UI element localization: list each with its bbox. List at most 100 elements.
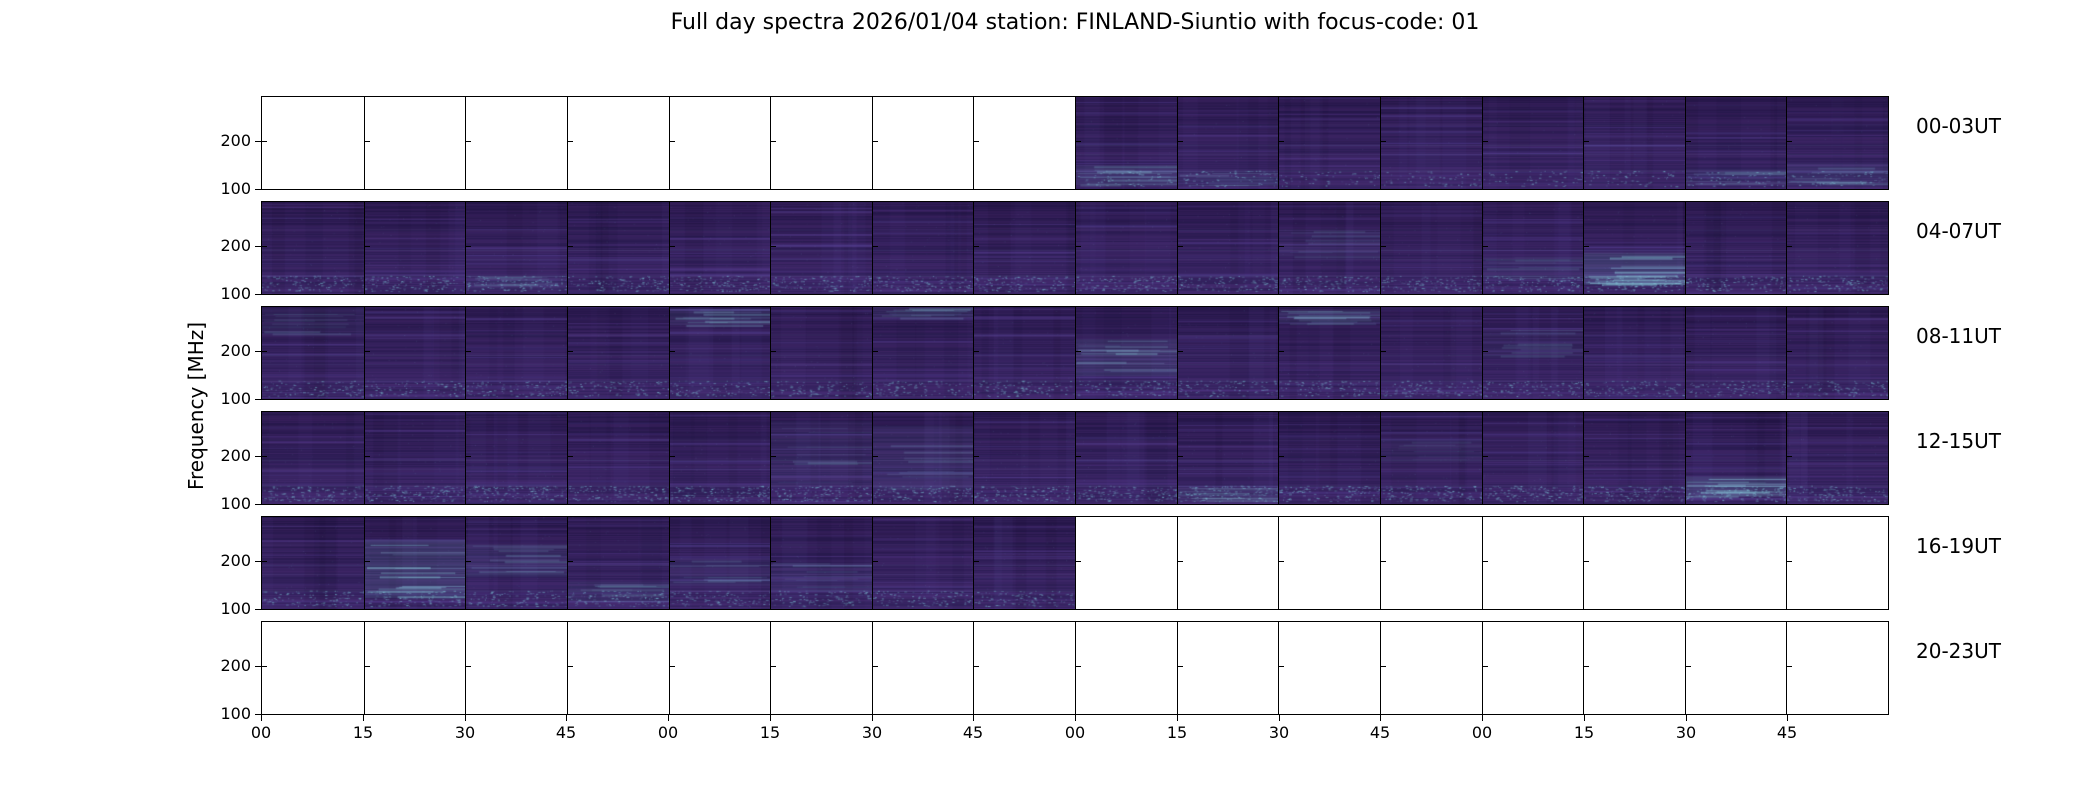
empty-panel [1075,517,1177,609]
spectrogram-canvas [1279,202,1380,294]
x-tick-mark [363,715,364,721]
spectrogram-canvas [364,307,466,399]
y-tick-mark [255,351,261,352]
spectrogram-panel [1583,412,1685,504]
y-minor-tick-mark [262,456,267,458]
spectrogram-canvas [1482,202,1584,294]
y-minor-tick-mark [1584,141,1590,143]
empty-panel [973,622,1075,714]
y-minor-tick-mark [1685,561,1691,563]
y-minor-tick-mark [974,141,980,143]
y-minor-tick-mark [1279,561,1285,563]
spectrogram-canvas [1584,307,1685,399]
spectrogram-canvas [669,412,771,504]
spectrogram-canvas [872,412,974,504]
y-minor-tick-mark [1279,246,1285,248]
y-tick-label: 200 [220,656,251,675]
spectrogram-panel [770,202,872,294]
y-minor-tick-mark [669,246,675,248]
y-minor-tick-mark [1177,561,1183,563]
empty-panel [566,622,669,714]
y-minor-tick-mark [669,666,675,668]
empty-panel [262,97,364,189]
spectrogram-canvas [262,307,364,399]
x-tick-label: 15 [759,723,781,742]
empty-panel [1278,622,1380,714]
spectrogram-canvas [669,202,771,294]
y-minor-tick-mark [1482,456,1488,458]
y-minor-tick-mark [262,561,267,563]
spectra-row [261,411,1889,505]
y-tick-label: 100 [220,284,251,303]
spectrogram-panel [1278,202,1380,294]
spectrogram-canvas [771,202,872,294]
x-tick-label: 45 [555,723,577,742]
x-tick-label: 15 [1573,723,1595,742]
spectrogram-canvas [1076,202,1177,294]
x-tick-label: 15 [352,723,374,742]
spectrogram-panel [1583,202,1685,294]
spectrogram-canvas [1787,412,1888,504]
spectrogram-canvas [1177,412,1279,504]
y-tick-label: 100 [220,389,251,408]
spectrogram-panel [363,307,466,399]
y-minor-tick-mark [1482,246,1488,248]
empty-panel [363,97,466,189]
x-tick-mark [1482,715,1483,721]
y-minor-tick-mark [1279,666,1285,668]
y-minor-tick-mark [364,246,370,248]
y-minor-tick-mark [1685,456,1691,458]
y-minor-tick-mark [1482,666,1488,668]
x-tick-label: 45 [1776,723,1798,742]
empty-panel [465,622,567,714]
x-tick-label: 15 [1166,723,1188,742]
x-tick-mark [1177,715,1178,721]
spectrogram-panel [1786,412,1888,504]
spectrogram-panel [871,307,974,399]
x-tick-mark [566,715,567,721]
y-minor-tick-mark [364,351,370,353]
x-tick-mark [872,715,873,721]
empty-panel [770,622,872,714]
spectrogram-panel [973,307,1075,399]
y-minor-tick-mark [1076,456,1081,458]
spectrogram-canvas [974,307,1075,399]
y-minor-tick-mark [567,456,573,458]
chart-title: Full day spectra 2026/01/04 station: FIN… [670,10,1480,35]
spectrogram-canvas [669,307,771,399]
y-minor-tick-mark [771,141,777,143]
y-minor-tick-mark [872,666,878,668]
row-time-label: 20-23UT [1916,639,2001,663]
y-minor-tick-mark [1177,456,1183,458]
spectrogram-canvas [1482,307,1584,399]
x-tick-label: 45 [962,723,984,742]
y-minor-tick-mark [1279,141,1285,143]
y-minor-tick-mark [1787,666,1793,668]
spectrogram-panel [1176,307,1279,399]
y-minor-tick-mark [1380,561,1386,563]
spectrogram-panel [871,202,974,294]
empty-panel [262,622,364,714]
spectrogram-panel [566,412,669,504]
x-tick-label: 30 [861,723,883,742]
spectrogram-canvas [364,412,466,504]
y-minor-tick-mark [669,141,675,143]
spectrogram-canvas [974,412,1075,504]
spectrogram-canvas [1076,97,1177,189]
y-minor-tick-mark [262,351,267,353]
spectrogram-panel [1684,412,1787,504]
y-minor-tick-mark [1177,246,1183,248]
spectrogram-canvas [1380,202,1482,294]
spectrogram-canvas [771,412,872,504]
spectrogram-canvas [567,202,669,294]
spectrogram-panel [566,517,669,609]
y-minor-tick-mark [872,351,878,353]
y-minor-tick-mark [1177,351,1183,353]
spectrogram-panel [465,307,567,399]
spectra-row [261,96,1889,190]
spectrogram-canvas [1685,202,1787,294]
empty-panel [871,622,974,714]
spectrogram-panel [465,517,567,609]
y-minor-tick-mark [1584,666,1590,668]
spectrogram-canvas [1482,412,1584,504]
